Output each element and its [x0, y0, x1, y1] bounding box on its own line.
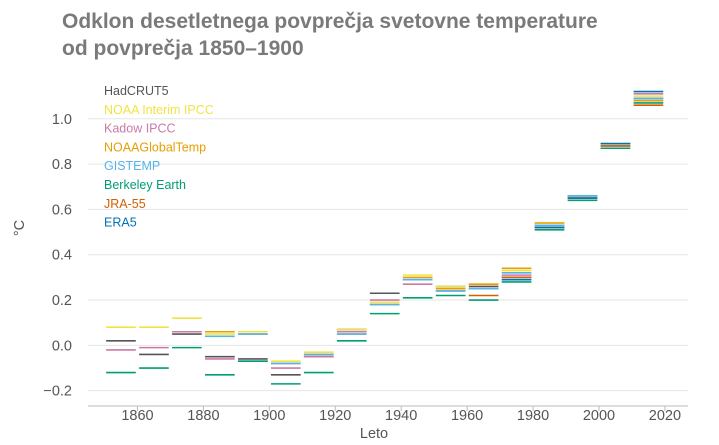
- y-tick-labels: −0.2 0.0 0.2 0.4 0.6 0.8 1.0: [43, 112, 72, 400]
- x-tick-label: 1880: [187, 408, 219, 424]
- series-group: [205, 97, 664, 365]
- x-tick-label: 1980: [517, 408, 549, 424]
- legend-entry: Kadow IPCC: [104, 122, 176, 136]
- data-marks: [106, 90, 664, 385]
- grid-lines: [88, 118, 688, 392]
- x-axis-label: Leto: [360, 426, 388, 442]
- series-group: [106, 102, 664, 385]
- y-tick-label: 0.6: [52, 202, 72, 218]
- y-tick-label: 0.4: [52, 248, 72, 264]
- y-axis-label: °C: [12, 220, 28, 236]
- x-tick-labels: 1860 1880 1900 1920 1940 1960 1980 2000 2020: [121, 408, 681, 424]
- series-group: [501, 90, 664, 281]
- x-axis: [88, 405, 688, 411]
- chart-title-line1: Odklon desetletnega povprečja svetovne t…: [62, 10, 598, 33]
- y-tick-label: 1.0: [52, 112, 72, 128]
- legend-entry: JRA-55: [104, 197, 146, 211]
- series-group: [106, 93, 664, 369]
- chart-title: Odklon desetletnega povprečja svetovne t…: [62, 8, 702, 62]
- x-tick-label: 1920: [319, 408, 351, 424]
- x-tick-label: 1940: [385, 408, 417, 424]
- x-tick-label: 1960: [451, 408, 483, 424]
- legend-entry: NOAAGlobalTemp: [104, 140, 206, 154]
- x-tick-label: 2000: [583, 408, 615, 424]
- y-tick-label: −0.2: [43, 384, 72, 400]
- legend-entry: Berkeley Earth: [104, 178, 186, 192]
- legend: HadCRUT5 NOAA Interim IPCC Kadow IPCC NOAAG…: [104, 84, 214, 230]
- legend-entry: HadCRUT5: [104, 84, 169, 98]
- legend-entry: NOAA Interim IPCC: [104, 103, 214, 117]
- y-tick-label: 0.2: [52, 293, 72, 309]
- series-group: [106, 95, 664, 363]
- x-tick-label: 1900: [253, 408, 285, 424]
- y-tick-label: 0.8: [52, 157, 72, 173]
- x-tick-label: 1860: [121, 408, 153, 424]
- series-group: [468, 104, 664, 297]
- x-tick-label: 2020: [649, 408, 681, 424]
- chart-title-line2: od povprečja 1850–1900: [62, 37, 304, 60]
- legend-entry: GISTEMP: [104, 159, 160, 173]
- y-tick-label: 0.0: [52, 338, 72, 354]
- series-group: [205, 99, 664, 365]
- legend-entry: ERA5: [104, 216, 137, 230]
